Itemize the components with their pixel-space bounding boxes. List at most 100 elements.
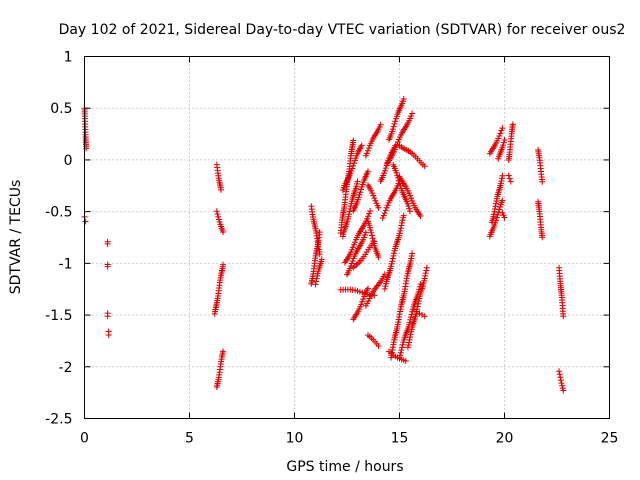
data-point (423, 267, 430, 274)
data-point (358, 301, 365, 308)
data-point (389, 255, 396, 262)
data-point (556, 368, 563, 375)
data-point (500, 139, 507, 146)
data-point (350, 160, 357, 167)
y-axis-label: SDTVAR / TECUs (8, 180, 24, 295)
data-point (399, 344, 406, 351)
data-point (380, 212, 387, 219)
data-point (350, 137, 357, 144)
data-point (558, 380, 565, 387)
data-point (368, 229, 375, 236)
data-point (397, 227, 404, 234)
data-point (367, 208, 374, 215)
data-point (398, 222, 405, 229)
data-point (405, 339, 412, 346)
data-point (364, 147, 371, 154)
data-point (417, 212, 424, 219)
data-point (356, 191, 363, 198)
data-point (349, 244, 356, 251)
data-point (388, 260, 395, 267)
axis-ticks: 0 5 10 15 20 25 -2.5 -2 -1.5 -1 -0.5 0 0.5 1 (45, 50, 618, 447)
data-point (421, 313, 428, 320)
data-point (407, 334, 414, 341)
data-point (398, 219, 405, 226)
data-point (539, 178, 546, 185)
plot-frame (84, 56, 610, 419)
data-point (365, 168, 371, 175)
data-point (381, 285, 388, 292)
data-point (407, 208, 413, 215)
data-point (501, 214, 508, 221)
data-point (366, 224, 373, 231)
data-point (407, 331, 414, 338)
data-point (370, 192, 377, 199)
data-point (366, 210, 373, 217)
data-point (397, 349, 404, 356)
data-point (499, 172, 506, 179)
data-point (405, 190, 412, 197)
data-point (406, 336, 413, 343)
x-tick-label: 20 (496, 431, 514, 447)
data-point (399, 341, 406, 348)
data-point (365, 145, 372, 152)
data-point (499, 197, 506, 204)
data-point (494, 212, 501, 219)
y-tick-label: 0 (64, 153, 73, 169)
data-point (423, 264, 430, 271)
data-point (381, 167, 388, 174)
y-tick-label: -2 (59, 360, 73, 376)
data-point (382, 207, 389, 214)
data-point (557, 374, 564, 381)
data-point (314, 272, 321, 279)
data-point (507, 178, 514, 185)
data-point (539, 234, 546, 241)
data-point (350, 162, 357, 169)
data-point (421, 163, 428, 170)
data-point (215, 216, 222, 223)
data-point (365, 285, 371, 292)
data-point (408, 195, 415, 202)
data-point (499, 125, 506, 132)
data-point (390, 252, 397, 259)
data-point (318, 256, 325, 263)
data-point (560, 313, 567, 320)
data-point (407, 192, 413, 199)
data-point (400, 212, 407, 219)
data-point (375, 204, 382, 211)
data-point (358, 142, 365, 149)
data-point (360, 296, 367, 303)
data-point (505, 172, 512, 179)
data-point (415, 298, 422, 305)
data-point (419, 311, 426, 318)
data-point (353, 180, 360, 187)
data-point (389, 126, 396, 133)
data-point (560, 387, 567, 394)
data-point (398, 347, 405, 354)
data-point (406, 205, 413, 212)
data-point (313, 278, 320, 285)
data-point (495, 135, 502, 142)
data-point (389, 258, 396, 265)
data-point (349, 257, 356, 264)
data-point (495, 209, 502, 216)
data-point (220, 261, 227, 268)
data-point (409, 110, 416, 117)
data-point (82, 218, 89, 225)
data-point (422, 272, 429, 279)
grid-lines (84, 56, 610, 419)
data-point (214, 211, 221, 218)
data-point (392, 144, 399, 151)
x-tick-label: 10 (286, 431, 304, 447)
data-point (397, 352, 404, 359)
data-point (359, 298, 366, 305)
data-point (357, 189, 364, 196)
data-point (493, 214, 500, 221)
data-point (358, 186, 365, 193)
data-point (415, 300, 422, 307)
y-tick-label: 0.5 (50, 101, 72, 117)
data-point (345, 213, 352, 220)
data-point (365, 213, 372, 220)
data-point (405, 203, 412, 210)
data-point (346, 208, 353, 215)
